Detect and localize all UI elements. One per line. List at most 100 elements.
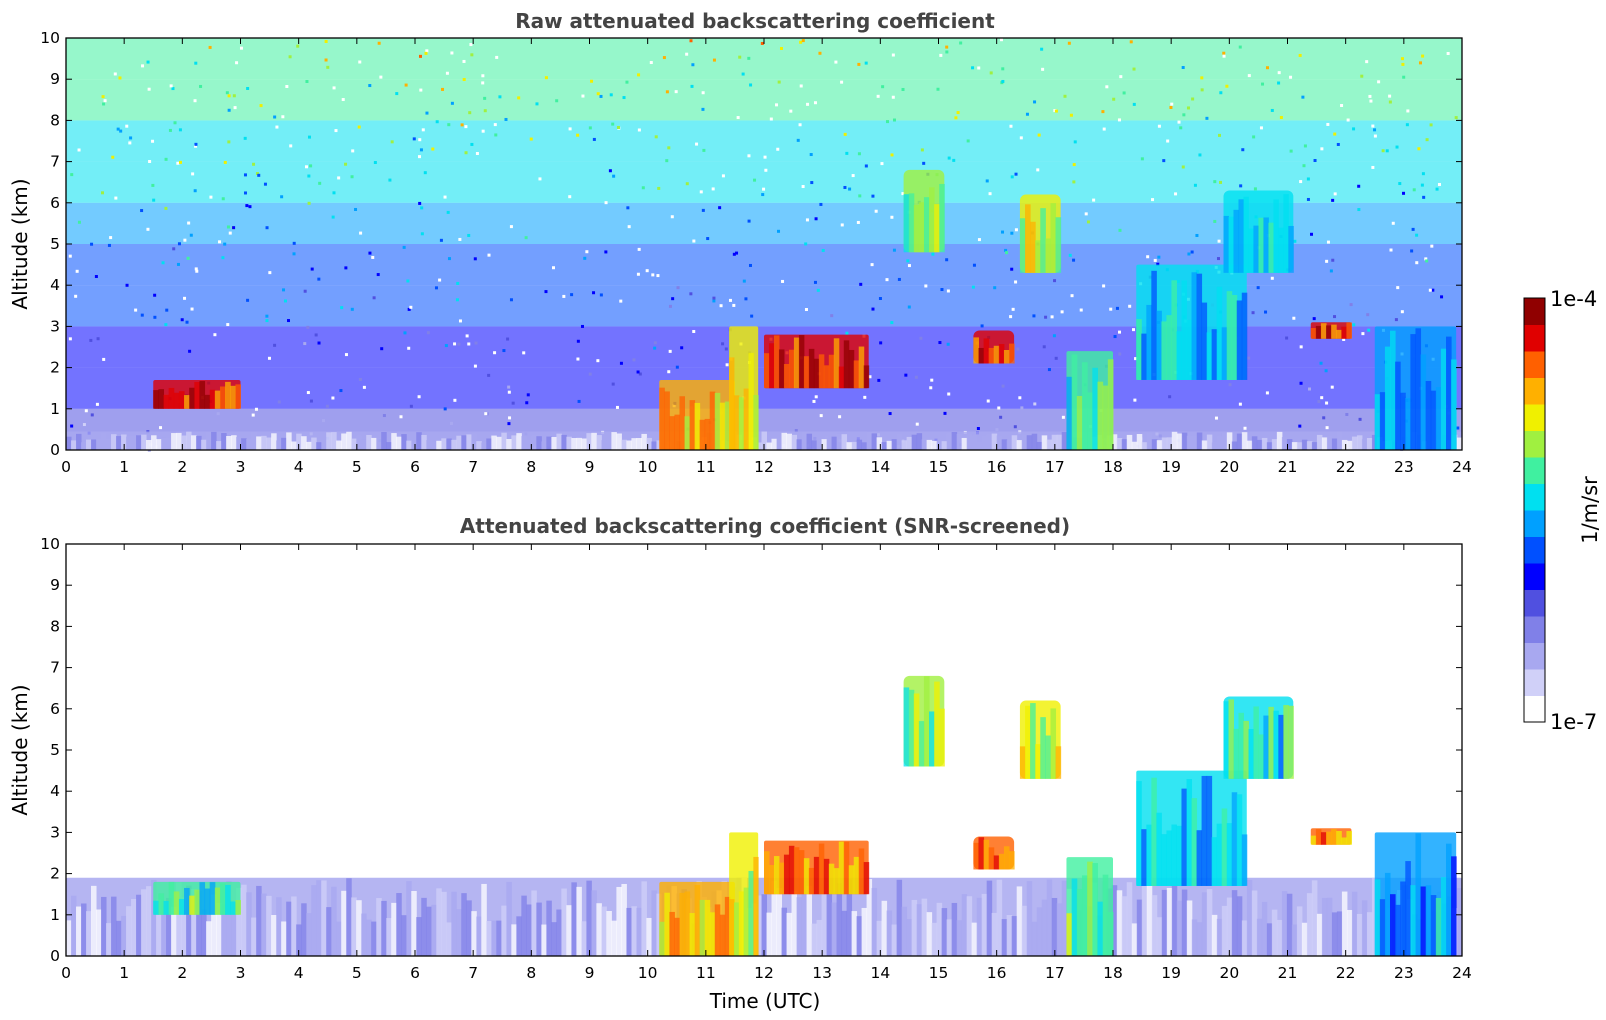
noise-speckle-raw — [1428, 288, 1432, 292]
noise-speckle-raw — [544, 76, 548, 80]
noise-speckle-raw — [1115, 306, 1119, 310]
x-tick-label-raw: 8 — [526, 458, 536, 476]
feature-texture — [1176, 433, 1183, 450]
feature-texture — [1216, 436, 1223, 450]
colorbar-segment — [1524, 616, 1545, 643]
chart-title-screened: Attenuated backscattering coefficient (S… — [460, 514, 1070, 538]
noise-speckle-raw — [588, 126, 592, 130]
feature-texture — [1107, 359, 1114, 450]
feature-texture — [571, 882, 577, 956]
x-tick-label-raw: 2 — [177, 458, 187, 476]
noise-speckle-raw — [164, 323, 168, 327]
feature-texture — [496, 920, 502, 956]
feature-texture — [601, 906, 607, 956]
feature-texture — [181, 897, 187, 956]
feature-texture — [848, 865, 855, 895]
noise-speckle-raw — [1306, 197, 1310, 201]
noise-speckle-raw — [920, 148, 924, 152]
noise-speckle-raw — [456, 281, 460, 285]
noise-speckle-raw — [966, 139, 970, 143]
feature-texture — [694, 885, 701, 956]
feature-texture — [516, 916, 522, 956]
feature-texture — [931, 922, 938, 956]
feature-texture — [1056, 434, 1063, 450]
noise-speckle-raw — [443, 195, 447, 199]
feature-texture — [1019, 218, 1026, 273]
noise-speckle-raw — [457, 342, 461, 346]
feature-texture — [1126, 882, 1133, 956]
feature-texture — [1251, 436, 1258, 450]
noise-speckle-raw — [741, 72, 745, 76]
feature-texture — [1316, 913, 1323, 956]
feature-texture — [1233, 209, 1239, 273]
noise-speckle-raw — [946, 289, 950, 293]
feature-texture — [961, 894, 968, 956]
noise-speckle-raw — [611, 122, 615, 126]
feature-texture — [1336, 911, 1343, 956]
feature-texture — [219, 386, 226, 409]
feature-texture — [256, 885, 262, 956]
feature-texture — [776, 888, 783, 956]
feature-texture — [566, 905, 572, 956]
noise-speckle-raw — [931, 252, 935, 256]
feature-texture — [1346, 322, 1352, 339]
feature-texture — [1420, 886, 1427, 956]
feature-texture — [481, 442, 487, 450]
noise-speckle-raw — [481, 81, 485, 85]
feature-texture — [326, 907, 332, 956]
feature-texture — [903, 194, 910, 253]
noise-speckle-raw — [180, 318, 184, 322]
noise-speckle-raw — [604, 201, 608, 205]
y-tick-label-raw: 8 — [50, 111, 60, 129]
feature-texture — [1263, 715, 1269, 779]
noise-speckle-raw — [843, 185, 847, 189]
feature-texture — [1248, 728, 1254, 779]
noise-speckle-raw — [946, 342, 950, 346]
noise-speckle-raw — [856, 220, 860, 224]
feature-texture — [988, 847, 995, 870]
feature-texture — [918, 721, 925, 767]
noise-speckle-raw — [1256, 286, 1260, 290]
feature-texture — [281, 921, 287, 956]
feature-texture — [1191, 798, 1198, 886]
feature-texture — [209, 389, 216, 409]
noise-speckle-raw — [1412, 188, 1416, 192]
noise-speckle-raw — [407, 346, 411, 350]
noise-speckle-raw — [469, 43, 473, 47]
noise-speckle-raw — [1400, 310, 1404, 314]
noise-speckle-raw — [164, 157, 168, 161]
noise-speckle-raw — [1420, 183, 1424, 187]
x-tick-label-raw: 13 — [812, 458, 832, 476]
feature-texture — [766, 442, 773, 450]
noise-speckle-raw — [148, 159, 152, 163]
feature-texture — [431, 442, 437, 450]
feature-texture — [1336, 329, 1342, 339]
noise-speckle-raw — [1333, 192, 1337, 196]
noise-speckle-raw — [1264, 310, 1268, 314]
feature-texture — [934, 681, 940, 767]
noise-speckle-raw — [843, 132, 847, 136]
noise-speckle-raw — [218, 240, 222, 244]
feature-texture — [1261, 901, 1268, 956]
noise-band-raw — [66, 120, 1462, 162]
noise-speckle-raw — [1151, 198, 1155, 202]
feature-texture — [1306, 893, 1313, 956]
y-tick-label-raw: 1 — [50, 400, 60, 418]
feature-texture — [826, 893, 833, 956]
noise-speckle-raw — [326, 65, 330, 69]
feature-texture — [1226, 432, 1233, 450]
noise-speckle-raw — [368, 84, 372, 88]
noise-speckle-raw — [1174, 192, 1178, 196]
feature-texture — [1051, 434, 1058, 450]
noise-speckle-raw — [947, 392, 951, 396]
feature-texture — [833, 338, 840, 389]
feature-texture — [1001, 919, 1008, 956]
feature-texture — [981, 893, 988, 956]
feature-texture — [669, 911, 675, 956]
noise-speckle-raw — [813, 101, 817, 105]
noise-speckle-raw — [1402, 191, 1406, 195]
feature-texture — [719, 402, 726, 450]
feature-texture — [778, 349, 785, 389]
feature-texture — [786, 433, 793, 450]
noise-speckle-raw — [399, 415, 403, 419]
